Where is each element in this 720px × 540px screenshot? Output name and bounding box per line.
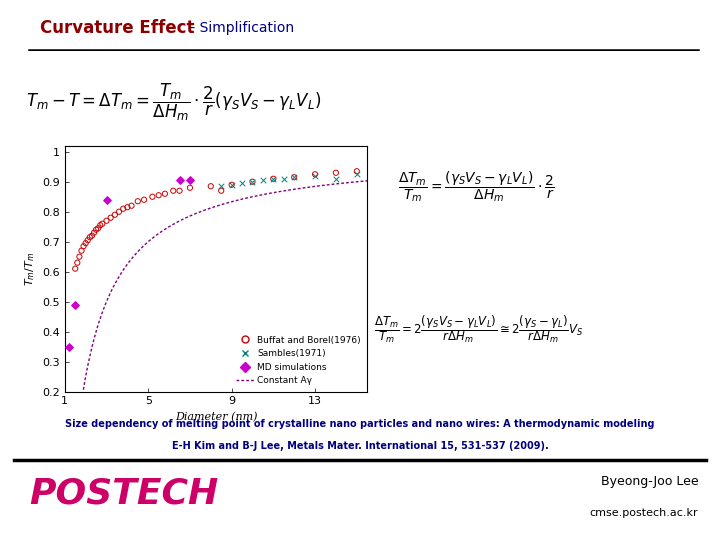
Point [82,236,94,245]
Text: E-H Kim and B-J Lee, Metals Mater. International 15, 531-537 (2009).: E-H Kim and B-J Lee, Metals Mater. Inter… [171,441,549,451]
Text: cmse.postech.ac.kr: cmse.postech.ac.kr [590,508,698,518]
Point [257,176,269,185]
Point [184,176,196,185]
Text: $\dfrac{\Delta T_m}{T_m} = 2\dfrac{(\gamma_S V_S - \gamma_L V_L)}{r\Delta H_m} \: $\dfrac{\Delta T_m}{T_m} = 2\dfrac{(\gam… [374,314,584,345]
Point [84,233,96,241]
Legend: Buffat and Borel(1976), Sambles(1971), MD simulations, Constant Aγ: Buffat and Borel(1976), Sambles(1971), M… [234,334,363,387]
Point [117,205,129,213]
X-axis label: Diameter (nm): Diameter (nm) [175,412,257,422]
Point [174,186,185,195]
Point [73,252,85,261]
Point [138,195,150,204]
Point [215,186,227,195]
Point [101,195,112,204]
Point [226,180,238,189]
Point [215,182,227,191]
Point [89,228,100,237]
Point [96,219,108,228]
Point [310,171,321,180]
Point [278,174,289,183]
Point [69,300,81,309]
Text: Byeong-Joo Lee: Byeong-Joo Lee [600,475,698,488]
Point [247,178,258,186]
Point [105,213,117,222]
Point [78,242,89,251]
Point [101,217,112,225]
Point [90,225,102,234]
Point [205,182,217,191]
Point [268,174,279,183]
Point [174,176,185,185]
Point [132,197,143,206]
Point [76,246,87,255]
Point [236,179,248,187]
Point [330,168,342,177]
Point [109,211,121,219]
Point [330,174,342,183]
Point [289,173,300,181]
Point [80,239,91,247]
Point [153,191,164,200]
Point [92,224,104,233]
Text: $\dfrac{\Delta T_m}{T_m} = \dfrac{(\gamma_S V_S - \gamma_L V_L)}{\Delta H_m} \cd: $\dfrac{\Delta T_m}{T_m} = \dfrac{(\gamm… [398,169,555,204]
Point [113,207,125,216]
Point [122,203,133,212]
Text: POSTECH: POSTECH [29,477,218,511]
Point [94,221,106,230]
Point [226,180,238,189]
Text: Curvature Effect: Curvature Effect [40,19,194,37]
Point [147,192,158,201]
Point [159,190,171,198]
Point [351,170,363,179]
Point [168,186,179,195]
Point [126,201,138,210]
Point [268,174,279,183]
Text: Size dependency of melting point of crystalline nano particles and nano wires: A: Size dependency of melting point of crys… [66,419,654,429]
Text: – Simplification: – Simplification [184,21,294,35]
Point [247,178,258,186]
Y-axis label: $T_m/T_m$: $T_m/T_m$ [23,252,37,286]
Point [184,184,196,192]
Point [310,170,321,179]
Point [69,264,81,273]
Point [289,173,300,181]
Point [351,167,363,176]
Point [86,231,98,240]
Text: $T_m - T = \Delta T_m = \dfrac{T_m}{\Delta H_m} \cdot \dfrac{2}{r}(\gamma_S V_S : $T_m - T = \Delta T_m = \dfrac{T_m}{\Del… [26,82,321,123]
Point [63,342,75,351]
Point [71,258,83,267]
